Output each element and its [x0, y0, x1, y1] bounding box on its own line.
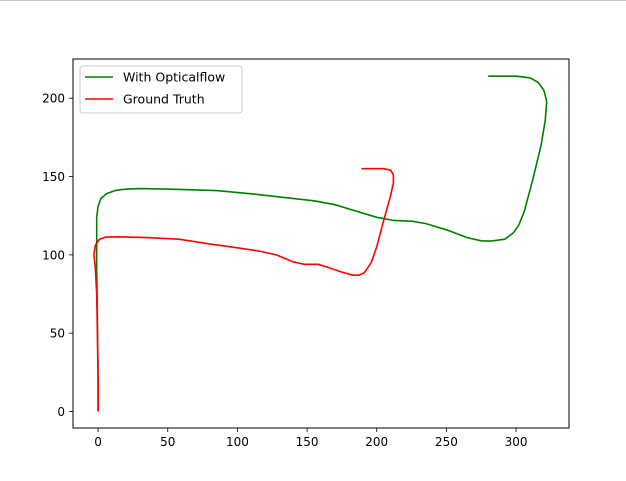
- plot-area: [73, 59, 569, 428]
- legend: With Opticalflow Ground Truth: [79, 65, 243, 114]
- x-tick-label: 50: [160, 435, 175, 449]
- x-tick-label: 300: [505, 435, 528, 449]
- y-tick-label: 200: [42, 92, 65, 106]
- series-layer: [93, 75, 548, 412]
- x-tick-label: 200: [365, 435, 388, 449]
- x-tick-label: 0: [94, 435, 102, 449]
- window-top-border: [0, 0, 626, 1]
- y-tick-label: 150: [42, 170, 65, 184]
- y-tick-label: 0: [57, 405, 65, 419]
- ticks-layer: 0 50 100 150 200 250 300 0 50 100 150 200: [42, 92, 527, 449]
- series-line-with-opticalflow: [95, 75, 548, 412]
- x-tick-label: 150: [296, 435, 319, 449]
- x-tick-label: 100: [226, 435, 249, 449]
- series-line-ground-truth: [93, 167, 395, 412]
- legend-label-ground-truth: Ground Truth: [123, 92, 205, 107]
- x-tick-label: 250: [435, 435, 458, 449]
- y-tick-label: 50: [50, 327, 65, 341]
- legend-label-with-opticalflow: With Opticalflow: [123, 70, 225, 85]
- y-tick-label: 100: [42, 248, 65, 262]
- plot-frame: [72, 58, 570, 429]
- legend-box: [79, 65, 243, 114]
